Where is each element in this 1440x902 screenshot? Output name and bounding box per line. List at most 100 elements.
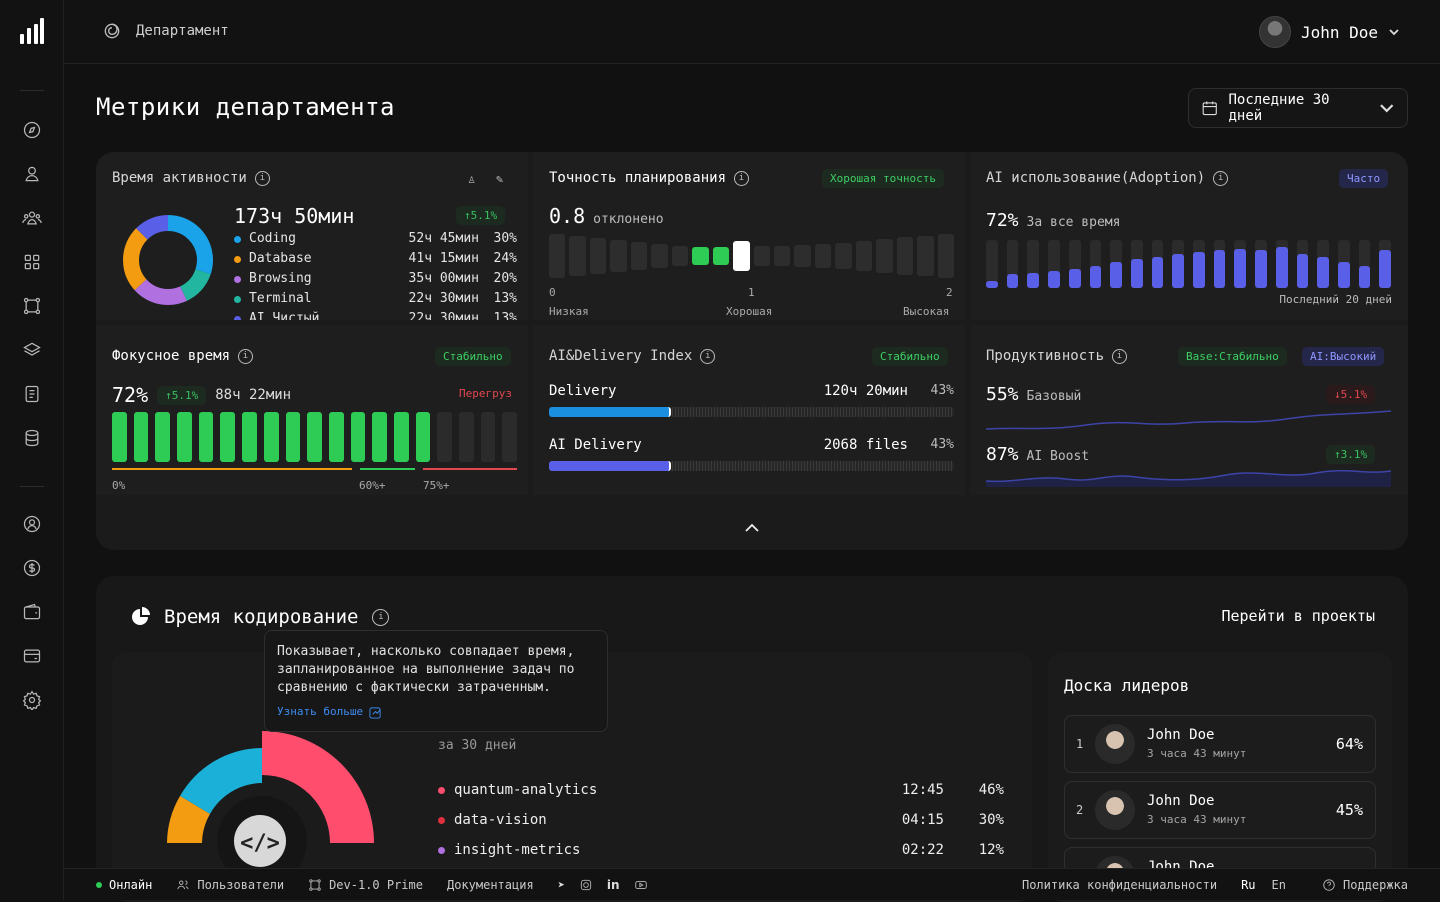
delivery-title: AI&Delivery Index i <box>549 348 716 364</box>
focus-bar <box>459 412 474 462</box>
grid-icon[interactable] <box>20 250 44 274</box>
document-icon[interactable] <box>20 382 44 406</box>
telegram-icon[interactable]: ➤ <box>557 877 565 892</box>
breadcrumb-label: Департамент <box>136 23 229 39</box>
productivity-ai-sparkline <box>986 469 1391 487</box>
team-icon[interactable] <box>20 206 44 230</box>
focus-value: 72% ↑5.1% 88ч 22мин <box>112 383 292 407</box>
coding-period: за 30 дней <box>438 738 517 753</box>
focus-bar <box>263 412 279 462</box>
footer-docs-link[interactable]: Документация <box>446 877 534 892</box>
info-icon[interactable]: i <box>238 348 254 364</box>
coding-header: Время кодирование i <box>130 606 390 628</box>
adoption-bar <box>1255 240 1267 288</box>
settings-icon[interactable] <box>20 688 44 712</box>
focus-bar <box>437 412 452 462</box>
sidebar <box>0 0 64 900</box>
productivity-ai-value: 87% AI Boost <box>986 444 1090 465</box>
collapse-chevron-icon[interactable] <box>744 522 760 534</box>
focus-card: Фокусное время i Стабильно 72% ↑5.1% 88ч … <box>96 325 528 495</box>
adoption-bar <box>1172 240 1185 288</box>
legend-row: Database 41ч 15мин 24% <box>234 251 517 266</box>
tooltip-link[interactable]: Узнать больше <box>277 703 595 721</box>
database-icon[interactable] <box>20 426 44 450</box>
focus-axis-green <box>360 468 415 470</box>
lang-en-button[interactable]: En <box>1271 877 1286 892</box>
project-row[interactable]: data-vision 04:15 30% <box>438 812 1004 828</box>
svg-text:</>: </> <box>240 831 280 856</box>
info-icon[interactable]: i <box>1112 348 1128 364</box>
focus-axis-label: 75%+ <box>423 479 450 492</box>
planning-label: Низкая <box>549 305 589 318</box>
avatar <box>1095 856 1135 868</box>
project-row[interactable]: quantum-analytics 12:45 46% <box>438 782 1004 798</box>
adoption-card: AI использование(Adoption) i Часто 72% За … <box>970 152 1408 320</box>
activity-card: Время активности i ♙ ✎ 173ч 50мин ↑5.1% C… <box>96 152 528 320</box>
compass-icon[interactable] <box>20 118 44 142</box>
planning-badge: Хорошая точность <box>822 169 944 188</box>
project-row[interactable]: insight-metrics 02:22 12% <box>438 842 1004 858</box>
focus-bar <box>198 412 214 462</box>
user-icon[interactable] <box>20 162 44 186</box>
activity-total: 173ч 50мин <box>234 204 355 228</box>
linkedin-icon[interactable]: in <box>606 877 620 892</box>
productivity-base-sparkline <box>986 410 1391 430</box>
adoption-bar <box>1337 240 1350 288</box>
logo-bars-icon[interactable] <box>20 18 44 44</box>
adoption-bar <box>1006 240 1019 288</box>
info-tooltip: Показывает, насколько совпадает время, з… <box>264 630 608 732</box>
edit-icon[interactable]: ✎ <box>496 172 504 186</box>
youtube-icon[interactable] <box>634 878 648 892</box>
productivity-title: Продуктивность i <box>986 348 1128 364</box>
footer-privacy-link[interactable]: Политика конфиденциальности <box>1021 877 1218 892</box>
info-icon[interactable]: i <box>372 608 390 626</box>
status-dot-icon <box>96 881 102 888</box>
focus-bar <box>112 412 127 462</box>
info-icon[interactable]: i <box>700 348 716 364</box>
date-range-select[interactable]: Последние 30 дней <box>1188 88 1408 128</box>
footer-support-link[interactable]: Поддержка <box>1322 878 1408 892</box>
focus-bar <box>415 412 431 462</box>
footer-users-link[interactable]: Пользователи <box>176 878 284 892</box>
pie-chart-icon <box>132 607 150 625</box>
breadcrumb[interactable]: Департамент <box>102 21 229 41</box>
metrics-panel: Время активности i ♙ ✎ 173ч 50мин ↑5.1% C… <box>96 152 1408 550</box>
info-icon[interactable]: i <box>254 170 270 186</box>
adoption-title: AI использование(Adoption) i <box>986 170 1229 186</box>
leaderboard-entry[interactable]: John Doe <box>1064 847 1376 868</box>
wallet-icon[interactable] <box>20 600 44 624</box>
planning-tick: 2 <box>946 286 953 299</box>
activity-delta-badge: ↑5.1% <box>456 206 506 225</box>
adoption-bar <box>986 240 998 288</box>
nodes-icon[interactable] <box>20 294 44 318</box>
planning-value: 0.8 отклонено <box>549 204 664 228</box>
person-icon[interactable]: ♙ <box>468 172 476 186</box>
department-icon <box>104 23 120 39</box>
user-menu[interactable]: John Doe <box>1258 16 1400 48</box>
adoption-bar <box>1213 240 1226 288</box>
shield-user-icon[interactable] <box>20 512 44 536</box>
adoption-bar <box>1296 240 1309 288</box>
lang-ru-button[interactable]: Ru <box>1241 877 1256 892</box>
layers-icon[interactable] <box>20 338 44 362</box>
card-icon[interactable] <box>20 644 44 668</box>
focus-bar <box>285 412 301 462</box>
focus-axis-red <box>423 468 517 470</box>
focus-bar <box>220 412 236 462</box>
planning-scale-bars <box>549 234 955 278</box>
leaderboard-entry[interactable]: 1 John Doe 3 часа 43 минут 64% <box>1064 715 1376 773</box>
adoption-bar <box>1089 240 1102 288</box>
footer-version[interactable]: Dev-1.0 Prime <box>308 878 423 892</box>
instagram-icon[interactable] <box>579 878 593 892</box>
sidebar-divider <box>20 486 44 487</box>
info-icon[interactable]: i <box>1213 170 1229 186</box>
page-title: Метрики департамента <box>96 93 395 121</box>
legend-row: Terminal 22ч 30мин 13% <box>234 291 517 306</box>
planning-label: Высокая <box>903 305 950 318</box>
planning-card: Точность планирования i Хорошая точность … <box>533 152 965 320</box>
dollar-icon[interactable] <box>20 556 44 580</box>
focus-axis-label: 0% <box>112 479 126 492</box>
leaderboard-entry[interactable]: 2 John Doe 3 часа 43 минут 45% <box>1064 781 1376 839</box>
info-icon[interactable]: i <box>734 170 750 186</box>
projects-link[interactable]: Перейти в проекты <box>1221 607 1375 625</box>
